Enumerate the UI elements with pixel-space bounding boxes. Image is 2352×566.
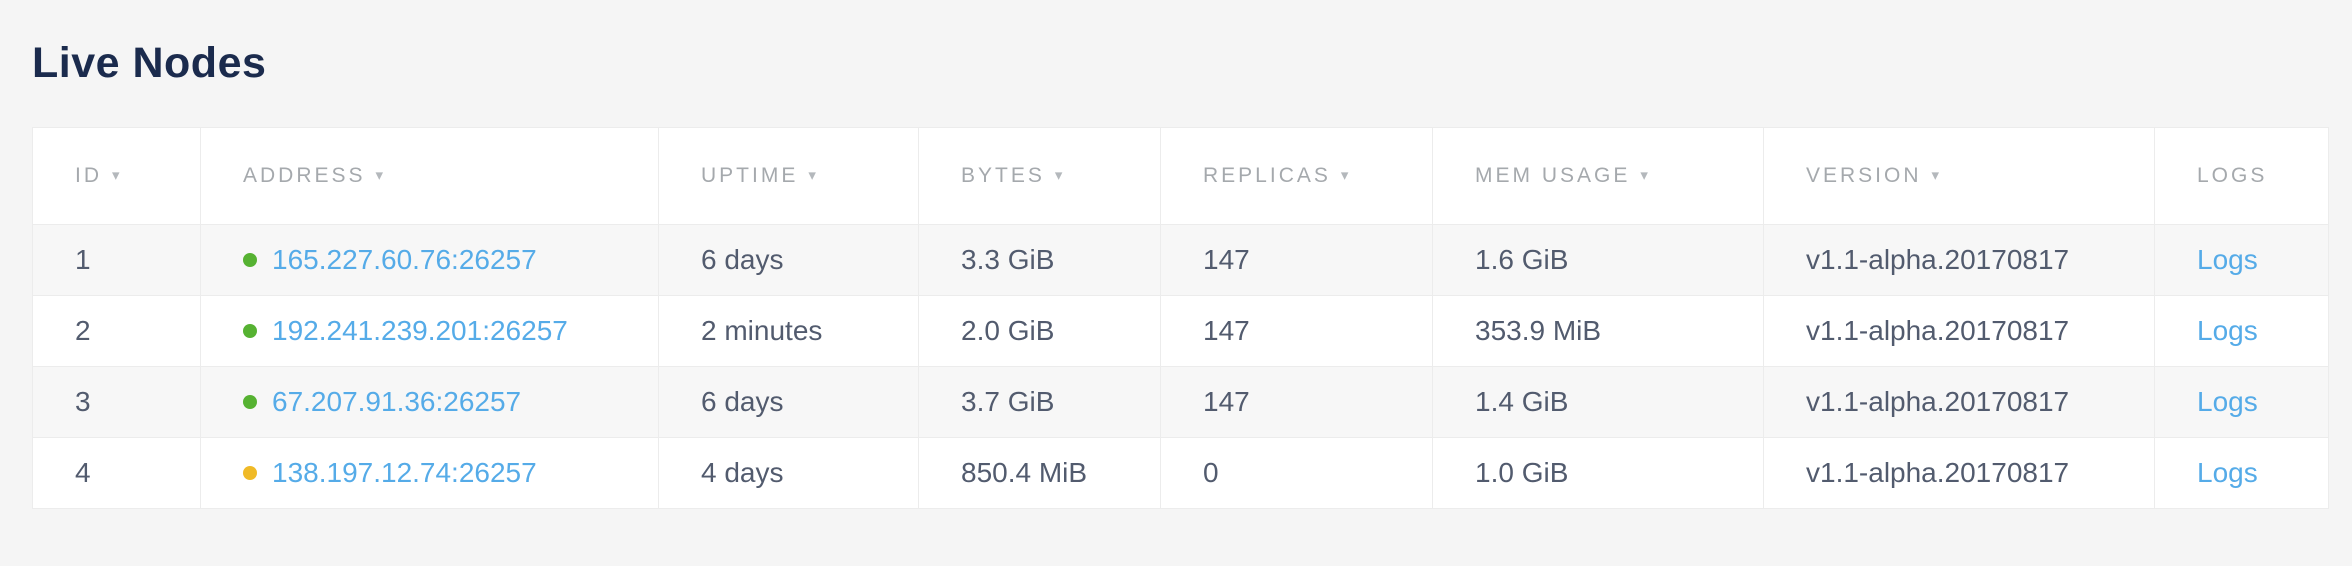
node-replicas-cell: 147: [1160, 224, 1433, 297]
node-uptime-cell: 4 days: [658, 437, 919, 509]
node-address-link[interactable]: 165.227.60.76:26257: [272, 244, 537, 276]
column-header-label: REPLICAS: [1203, 164, 1331, 188]
sort-arrow-icon: ▾: [1640, 167, 1648, 185]
node-bytes-cell: 850.4 MiB: [918, 437, 1161, 509]
node-version-cell: v1.1-alpha.20170817: [1763, 295, 2155, 368]
sort-arrow-icon: ▾: [112, 167, 120, 185]
table-row: 1 165.227.60.76:26257 6 days 3.3 GiB 147…: [32, 224, 2329, 297]
column-header-address[interactable]: ADDRESS ▾: [200, 127, 659, 226]
sort-arrow-icon: ▾: [1931, 167, 1940, 185]
node-address-cell: 165.227.60.76:26257: [200, 224, 659, 297]
node-replicas-cell: 0: [1160, 437, 1433, 509]
column-header-replicas[interactable]: REPLICAS ▾: [1160, 127, 1433, 226]
node-status-dot-icon-warning: [243, 466, 257, 481]
column-header-logs: LOGS: [2154, 127, 2329, 226]
sort-arrow-icon: ▾: [375, 167, 384, 185]
column-header-label: ID: [75, 164, 102, 188]
node-logs-link[interactable]: Logs: [2197, 244, 2258, 276]
node-logs-link[interactable]: Logs: [2197, 315, 2258, 347]
node-address-link[interactable]: 67.207.91.36:26257: [272, 386, 522, 418]
node-address-cell: 138.197.12.74:26257: [200, 437, 659, 509]
node-address-cell: 67.207.91.36:26257: [200, 366, 659, 439]
table-body: 1 165.227.60.76:26257 6 days 3.3 GiB 147…: [32, 224, 2329, 509]
node-version-cell: v1.1-alpha.20170817: [1763, 437, 2155, 509]
node-bytes-cell: 2.0 GiB: [918, 295, 1161, 368]
column-header-label: LOGS: [2197, 164, 2268, 188]
column-header-mem_usage[interactable]: MEM USAGE ▾: [1432, 127, 1764, 226]
node-id-cell: 1: [32, 224, 201, 297]
node-mem-usage-cell: 1.6 GiB: [1432, 224, 1764, 297]
node-address-link[interactable]: 138.197.12.74:26257: [272, 457, 537, 489]
table-row: 3 67.207.91.36:26257 6 days 3.7 GiB 147 …: [32, 366, 2329, 439]
column-header-label: UPTIME: [701, 164, 799, 188]
node-uptime-cell: 2 minutes: [658, 295, 919, 368]
column-header-label: ADDRESS: [243, 164, 366, 188]
node-uptime-cell: 6 days: [658, 366, 919, 439]
node-id-cell: 4: [32, 437, 201, 509]
column-header-bytes[interactable]: BYTES ▾: [918, 127, 1161, 226]
column-header-id[interactable]: ID ▾: [32, 127, 201, 226]
node-logs-cell: Logs: [2154, 295, 2329, 368]
node-replicas-cell: 147: [1160, 366, 1433, 439]
sort-arrow-icon: ▾: [808, 167, 816, 185]
node-address-cell: 192.241.239.201:26257: [200, 295, 659, 368]
node-logs-link[interactable]: Logs: [2197, 457, 2258, 489]
header-row: ID ▾ ADDRESS ▾ UPTIME ▾ BYTES ▾ REPLICAS ▾ ME…: [32, 127, 2329, 226]
live-nodes-table: ID ▾ ADDRESS ▾ UPTIME ▾ BYTES ▾ REPLICAS ▾ ME…: [32, 127, 2329, 510]
live-nodes-page: Live Nodes ID ▾ ADDRESS ▾ UPTIME ▾ BYTES ▾ R…: [32, 39, 2329, 510]
column-header-label: MEM USAGE: [1475, 164, 1631, 188]
node-replicas-cell: 147: [1160, 295, 1433, 368]
node-logs-cell: Logs: [2154, 224, 2329, 297]
node-bytes-cell: 3.3 GiB: [918, 224, 1161, 297]
sort-arrow-icon: ▾: [1054, 167, 1063, 185]
table-row: 4 138.197.12.74:26257 4 days 850.4 MiB 0…: [32, 437, 2329, 509]
node-mem-usage-cell: 1.4 GiB: [1432, 366, 1764, 439]
page-title: Live Nodes: [32, 39, 267, 87]
node-uptime-cell: 6 days: [658, 224, 919, 297]
node-logs-link[interactable]: Logs: [2197, 386, 2258, 418]
node-address-link[interactable]: 192.241.239.201:26257: [272, 315, 568, 347]
node-logs-cell: Logs: [2154, 366, 2329, 439]
column-header-label: BYTES: [961, 164, 1045, 188]
table-header: ID ▾ ADDRESS ▾ UPTIME ▾ BYTES ▾ REPLICAS ▾ ME…: [32, 127, 2329, 226]
column-header-uptime[interactable]: UPTIME ▾: [658, 127, 919, 226]
node-status-dot-icon-healthy: [243, 395, 257, 410]
node-status-dot-icon-healthy: [243, 253, 257, 268]
node-version-cell: v1.1-alpha.20170817: [1763, 224, 2155, 297]
node-id-cell: 3: [32, 366, 201, 439]
column-header-version[interactable]: VERSION ▾: [1763, 127, 2155, 226]
node-mem-usage-cell: 1.0 GiB: [1432, 437, 1764, 509]
node-bytes-cell: 3.7 GiB: [918, 366, 1161, 439]
node-version-cell: v1.1-alpha.20170817: [1763, 366, 2155, 439]
node-logs-cell: Logs: [2154, 437, 2329, 509]
node-mem-usage-cell: 353.9 MiB: [1432, 295, 1764, 368]
column-header-label: VERSION: [1806, 164, 1922, 188]
node-id-cell: 2: [32, 295, 201, 368]
sort-arrow-icon: ▾: [1340, 167, 1349, 185]
table-row: 2 192.241.239.201:26257 2 minutes 2.0 Gi…: [32, 295, 2329, 368]
node-status-dot-icon-healthy: [243, 324, 257, 339]
